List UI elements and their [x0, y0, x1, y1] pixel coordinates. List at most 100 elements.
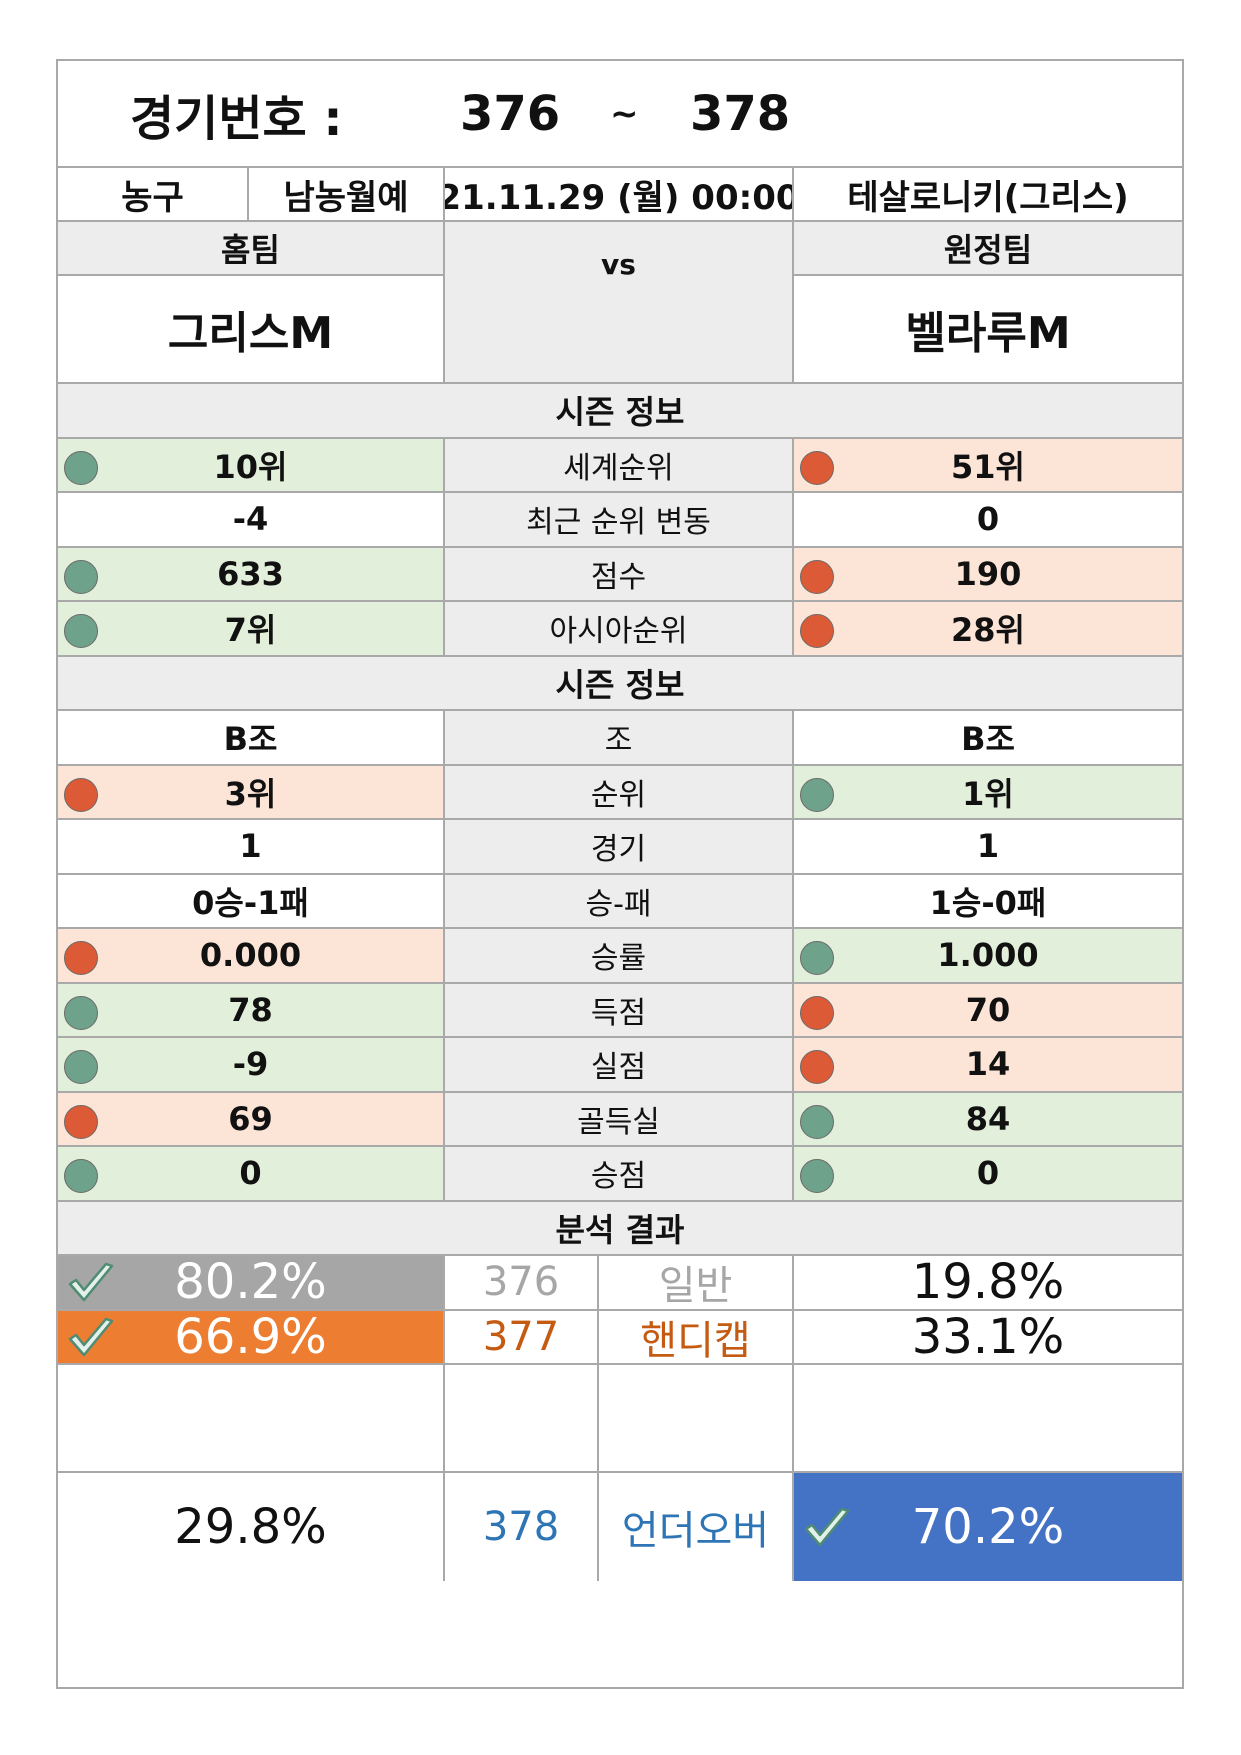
group-row-label: 승률	[445, 929, 794, 984]
analysis-match-code	[445, 1365, 599, 1473]
league-cell: 남농월예	[249, 168, 445, 222]
analysis-away-pct-text: 70.2%	[911, 1499, 1065, 1555]
season-row-home-value: -4	[58, 493, 445, 548]
group-row-home-value: 78	[58, 983, 445, 1038]
analysis-bet-type	[599, 1365, 794, 1473]
group-row-away-text: 70	[965, 990, 1011, 1029]
match-number-to: 378	[690, 85, 791, 142]
checkmark-icon	[66, 1258, 116, 1308]
status-dot-icon	[800, 1050, 834, 1085]
group-row-home-text: 3위	[224, 774, 277, 813]
group-row-away-text: 1승-0패	[929, 883, 1047, 922]
season-row-home-value: 10위	[58, 438, 445, 493]
group-row-home-text: B조	[223, 720, 278, 759]
status-dot-icon	[800, 559, 834, 594]
status-dot-icon	[64, 1159, 98, 1194]
group-row-label: 골득실	[445, 1092, 794, 1147]
analysis-match-code: 378	[445, 1473, 599, 1581]
season-row-label: 최근 순위 변동	[445, 493, 794, 548]
status-dot-icon	[64, 450, 98, 485]
status-dot-icon	[800, 450, 834, 485]
season-row-away-value: 28위	[794, 602, 1182, 657]
analysis-away-pct: 19.8%	[794, 1256, 1182, 1311]
venue-cell: 테살로니키(그리스)	[794, 168, 1182, 222]
away-team-label: 원정팀	[794, 222, 1182, 276]
group-row-away-value: 1승-0패	[794, 875, 1182, 929]
match-number-separator: ~	[610, 93, 639, 134]
group-row-label: 득점	[445, 983, 794, 1038]
section-title-season-group: 시즌 정보	[58, 656, 1182, 711]
group-row-home-value: B조	[58, 711, 445, 766]
group-row-label: 승-패	[445, 874, 794, 929]
group-row-home-text: 0	[239, 1154, 262, 1193]
status-dot-icon	[800, 1159, 834, 1194]
season-row-home-value: 7위	[58, 602, 445, 657]
group-row-home-text: 0.000	[199, 936, 302, 975]
season-row-label: 아시아순위	[445, 602, 794, 657]
analysis-bet-type: 언더오버	[599, 1473, 794, 1581]
group-row-away-value: 70	[794, 983, 1182, 1038]
group-row-away-value: 1	[794, 820, 1182, 875]
group-row-home-text: 69	[228, 1099, 273, 1138]
season-row-home-text: 10위	[213, 447, 288, 486]
status-dot-icon	[64, 777, 98, 812]
season-row-away-value: 51위	[794, 438, 1182, 493]
checkmark-icon	[66, 1313, 116, 1363]
group-row-home-text: 78	[228, 990, 273, 1029]
analysis-away-pct	[794, 1365, 1182, 1473]
group-row-label: 순위	[445, 765, 794, 820]
group-row-away-text: B조	[961, 720, 1015, 759]
group-row-away-text: 1	[976, 827, 1000, 866]
section-title-analysis: 분석 결과	[58, 1201, 1182, 1256]
season-row-home-value: 633	[58, 547, 445, 602]
season-row-label: 점수	[445, 547, 794, 602]
group-row-home-value: 0.000	[58, 929, 445, 984]
group-row-label: 승점	[445, 1147, 794, 1202]
group-row-home-text: 0승-1패	[192, 883, 309, 922]
group-row-home-value: 0승-1패	[58, 874, 445, 929]
group-row-away-value: B조	[794, 711, 1182, 766]
group-row-away-text: 0	[976, 1154, 1000, 1193]
analysis-home-pct	[58, 1365, 445, 1473]
group-row-away-text: 1위	[962, 774, 1014, 813]
match-table: 경기번호 : 376 ~ 378 농구 남농월예 21.11.29 (월) 00…	[58, 61, 1182, 1687]
group-row-home-value: 3위	[58, 765, 445, 820]
status-dot-icon	[800, 995, 834, 1030]
status-dot-icon	[800, 777, 834, 812]
group-row-away-text: 14	[965, 1045, 1011, 1084]
away-team-name: 벨라루M	[794, 276, 1182, 384]
analysis-home-pct-text: 80.2%	[174, 1256, 327, 1311]
group-row-away-value: 84	[794, 1092, 1182, 1147]
analysis-bet-type: 핸디캡	[599, 1310, 794, 1365]
analysis-home-pct-text: 66.9%	[174, 1310, 327, 1365]
season-row-home-text: 633	[217, 554, 284, 593]
season-row-away-text: 28위	[951, 611, 1025, 650]
match-sheet: 경기번호 : 376 ~ 378 농구 남농월예 21.11.29 (월) 00…	[56, 59, 1184, 1689]
season-row-away-text: 0	[976, 500, 1000, 539]
analysis-away-pct-text: 33.1%	[911, 1310, 1065, 1365]
status-dot-icon	[64, 941, 98, 976]
analysis-home-pct: 66.9%	[58, 1310, 445, 1365]
group-row-home-value: -9	[58, 1038, 445, 1093]
group-row-home-text: 1	[239, 827, 262, 866]
group-row-away-value: 0	[794, 1147, 1182, 1202]
season-row-away-text: 190	[954, 554, 1022, 593]
status-dot-icon	[800, 1104, 834, 1139]
group-row-home-text: -9	[232, 1045, 269, 1084]
group-row-away-value: 1.000	[794, 929, 1182, 984]
group-row-label: 실점	[445, 1038, 794, 1093]
group-row-home-value: 0	[58, 1147, 445, 1202]
datetime-cell: 21.11.29 (월) 00:00	[445, 168, 794, 222]
group-row-away-text: 1.000	[937, 936, 1039, 975]
group-row-home-value: 1	[58, 820, 445, 875]
season-row-home-text: -4	[232, 500, 269, 539]
analysis-match-code: 377	[445, 1310, 599, 1365]
season-row-away-value: 0	[794, 493, 1182, 548]
sport-cell: 농구	[58, 168, 249, 222]
status-dot-icon	[64, 1050, 98, 1085]
home-team-label: 홈팀	[58, 222, 445, 276]
analysis-away-pct-text: 19.8%	[911, 1256, 1065, 1311]
group-row-label: 조	[445, 711, 794, 766]
match-number-label: 경기번호 :	[130, 90, 343, 147]
season-row-home-text: 7위	[224, 611, 277, 650]
